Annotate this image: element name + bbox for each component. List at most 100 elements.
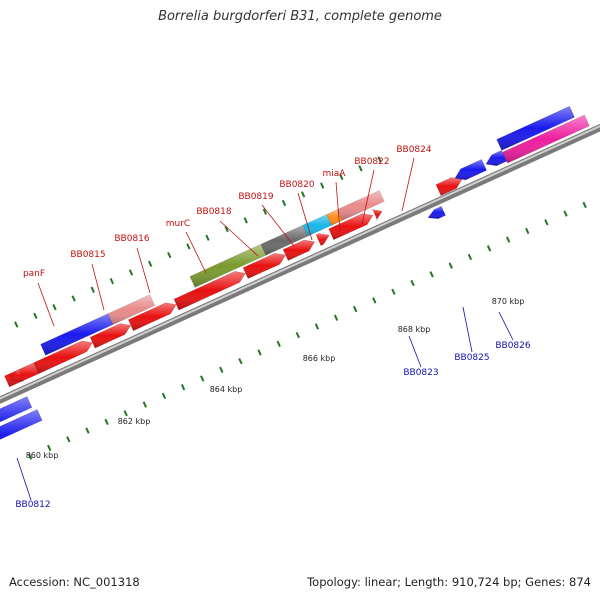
gene-label[interactable]: BB0823 bbox=[403, 368, 438, 378]
tick-mark bbox=[467, 253, 473, 261]
tick-mark bbox=[448, 262, 453, 269]
tick-mark bbox=[27, 453, 33, 460]
tick-mark bbox=[372, 297, 377, 304]
accession-label: Accession: NC_001318 bbox=[9, 575, 140, 589]
gene-bar-shading bbox=[315, 233, 330, 247]
tick-mark bbox=[243, 217, 248, 224]
gene-leader-line bbox=[408, 335, 422, 368]
tick-mark bbox=[109, 277, 115, 285]
gene-leader-line bbox=[498, 311, 514, 341]
tick-mark bbox=[544, 219, 549, 226]
tick-mark bbox=[276, 340, 281, 347]
tick-mark bbox=[71, 295, 76, 302]
scale-label: 860 kbp bbox=[26, 451, 59, 460]
tick-mark bbox=[167, 251, 172, 259]
tick-mark bbox=[506, 236, 511, 243]
tick-mark bbox=[33, 312, 38, 319]
genome-backbone bbox=[0, 123, 600, 404]
tick-mark bbox=[52, 304, 57, 311]
gene-label[interactable]: BB0812 bbox=[15, 500, 50, 510]
scale-label: 866 kbp bbox=[303, 354, 336, 363]
gene-leader-line bbox=[16, 457, 32, 501]
gene-label[interactable]: BB0818 bbox=[196, 207, 232, 217]
scale-label: 864 kbp bbox=[210, 385, 243, 394]
tick-mark bbox=[314, 323, 320, 330]
gene-bar-shading bbox=[337, 190, 385, 221]
tick-mark bbox=[353, 305, 358, 313]
tick-mark bbox=[563, 210, 568, 217]
tick-mark bbox=[47, 444, 52, 452]
gene-label[interactable]: BB0819 bbox=[238, 192, 274, 202]
tick-mark bbox=[219, 366, 224, 373]
gene-leader-line bbox=[91, 263, 105, 311]
tick-mark bbox=[161, 392, 167, 400]
tick-mark bbox=[339, 173, 344, 181]
tick-mark bbox=[147, 260, 153, 267]
gene-label[interactable]: BB0816 bbox=[114, 234, 150, 244]
tick-mark bbox=[186, 243, 191, 250]
gene-bar-shading bbox=[0, 396, 33, 423]
map-title: Borrelia burgdorferi B31, complete genom… bbox=[158, 9, 442, 24]
tick-mark bbox=[128, 269, 134, 276]
gene-bar-shading bbox=[328, 213, 374, 241]
gene-bar-shading bbox=[302, 214, 332, 237]
tick-mark bbox=[429, 271, 434, 278]
tick-mark bbox=[142, 401, 147, 408]
tick-mark bbox=[85, 427, 90, 434]
tick-mark bbox=[358, 165, 363, 172]
tick-mark bbox=[205, 234, 210, 241]
gene-label[interactable]: BB0822 bbox=[354, 157, 389, 167]
gene-label[interactable]: BB0820 bbox=[279, 180, 315, 190]
gene-leader-line bbox=[462, 306, 473, 353]
tick-mark bbox=[123, 410, 128, 417]
gene-bar-shading bbox=[496, 105, 575, 151]
gene-bar-shading bbox=[10, 369, 25, 382]
scale-label: 862 kbp bbox=[118, 417, 151, 426]
scale-label: 868 kbp bbox=[398, 325, 431, 334]
gene-bar-shading bbox=[89, 323, 132, 349]
gene-leader-line bbox=[361, 169, 375, 225]
gene-bar-shading bbox=[107, 294, 156, 325]
gene-leader-line bbox=[136, 247, 151, 294]
gene-label[interactable]: BB0815 bbox=[70, 250, 105, 260]
gene-bar-shading bbox=[33, 340, 94, 375]
tick-mark bbox=[238, 358, 243, 365]
genome-backbone-highlight bbox=[0, 125, 600, 400]
tick-mark bbox=[180, 384, 186, 391]
tick-mark bbox=[320, 182, 325, 189]
gene-leader-line bbox=[261, 204, 295, 247]
gene-label[interactable]: miaA bbox=[323, 169, 347, 179]
tick-mark bbox=[90, 286, 95, 293]
gene-leader-line bbox=[297, 192, 313, 241]
gene-label[interactable]: panF bbox=[23, 269, 45, 279]
tick-mark bbox=[300, 191, 306, 198]
tick-mark bbox=[582, 201, 587, 209]
gene-bar-shading bbox=[282, 239, 316, 261]
gene-bar-shading bbox=[173, 271, 246, 311]
tick-mark bbox=[391, 288, 396, 295]
tick-mark bbox=[486, 245, 492, 252]
tick-mark bbox=[224, 225, 229, 233]
gene-leader-line bbox=[335, 181, 341, 233]
scale-label: 870 kbp bbox=[492, 297, 525, 306]
gene-bar-shading bbox=[485, 149, 507, 167]
tick-mark bbox=[295, 331, 300, 339]
tick-mark bbox=[257, 349, 262, 356]
gene-label[interactable]: BB0825 bbox=[454, 353, 489, 363]
gene-bar-shading bbox=[454, 159, 487, 181]
gene-label[interactable]: BB0826 bbox=[495, 341, 531, 351]
tick-mark bbox=[262, 208, 268, 215]
tick-mark bbox=[410, 279, 415, 287]
tick-mark bbox=[333, 314, 339, 321]
tick-mark bbox=[281, 199, 287, 207]
gene-leader-line bbox=[185, 231, 207, 274]
tick-mark bbox=[377, 156, 382, 163]
gene-bar-shading bbox=[435, 177, 463, 196]
gene-label[interactable]: murC bbox=[166, 219, 190, 229]
gene-bar-shading bbox=[0, 409, 43, 440]
tick-mark bbox=[104, 418, 109, 426]
gene-label[interactable]: BB0824 bbox=[396, 145, 432, 155]
gene-leader-line bbox=[219, 220, 259, 257]
